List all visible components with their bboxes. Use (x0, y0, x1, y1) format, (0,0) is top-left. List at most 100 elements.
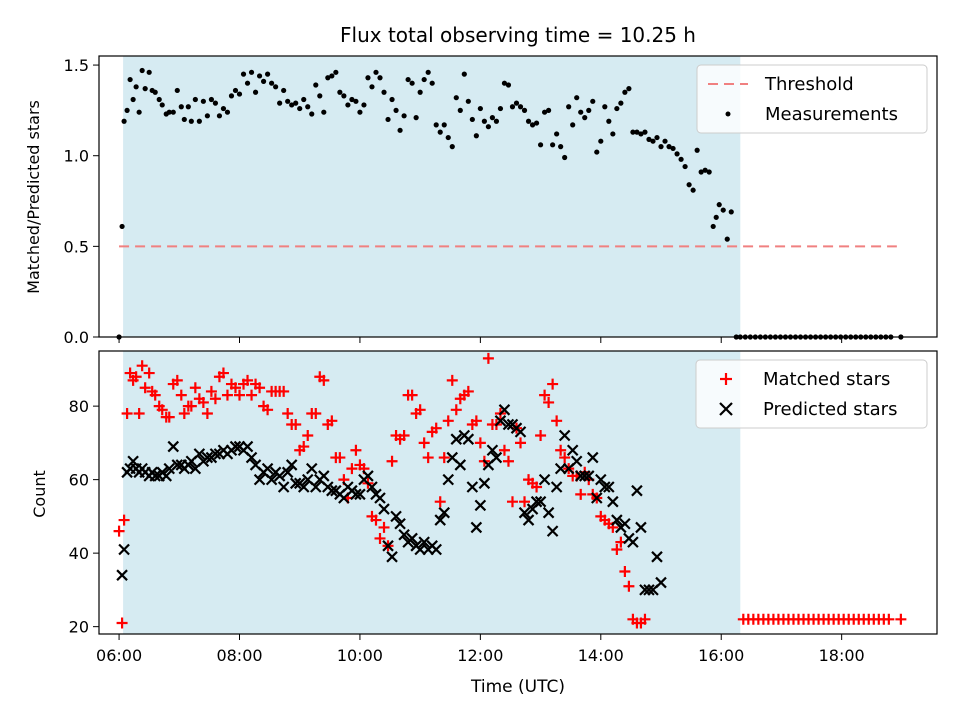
matched-star-point (130, 371, 142, 383)
matched-star-point (254, 382, 266, 394)
legend-predicted-swatch (719, 402, 733, 416)
measurement-point (185, 104, 191, 110)
measurement-point (477, 105, 483, 112)
predicted-star-point (318, 470, 330, 482)
measurement-point (256, 73, 263, 79)
matched-star-point (246, 389, 258, 401)
predicted-star-point (538, 473, 551, 486)
predicted-star-point (486, 444, 499, 457)
y-tick-label: 20 (69, 618, 89, 637)
matched-star-point (310, 407, 322, 419)
matched-star-point (539, 389, 551, 401)
matched-star-point (118, 514, 130, 526)
measurement-point (293, 100, 299, 106)
predicted-star-point (116, 569, 128, 581)
predicted-star-point (281, 466, 294, 479)
matched-star-point (502, 455, 514, 467)
chart-title: Flux total observing time = 10.25 h (340, 23, 696, 47)
measurement-point (369, 84, 375, 90)
measurement-point (121, 118, 127, 124)
predicted-star-point (619, 517, 631, 530)
matched-star-point (551, 415, 563, 427)
measurement-point (690, 187, 696, 193)
measurement-point (260, 78, 267, 84)
matched-star-point (535, 430, 547, 442)
predicted-star-point (470, 521, 483, 534)
predicted-star-point (462, 433, 475, 445)
measurement-point (188, 118, 194, 124)
measurement-point (289, 102, 295, 108)
predicted-star-point (430, 543, 442, 556)
measurement-point (521, 107, 528, 113)
measurement-point (373, 69, 379, 75)
measurement-point (670, 145, 676, 152)
measurement-point (710, 223, 716, 230)
predicted-star-point (450, 433, 463, 445)
measurement-point (244, 80, 251, 86)
matched-star-point (205, 385, 217, 397)
measurement-point (497, 105, 504, 112)
measurement-point (546, 107, 552, 113)
predicted-star-point (394, 517, 406, 530)
measurement-point (381, 89, 387, 95)
measurement-point (142, 86, 148, 92)
y-tick-label: 1.5 (64, 56, 89, 75)
predicted-star-point (546, 525, 559, 537)
measurement-point (385, 116, 391, 123)
measurement-point (166, 109, 172, 115)
predicted-star-point (655, 576, 667, 589)
measurement-point (574, 95, 580, 101)
measurement-point (529, 122, 536, 128)
measurement-point (417, 89, 423, 95)
measurement-point (610, 131, 616, 137)
measurement-point (133, 84, 139, 90)
measurement-point (232, 87, 239, 94)
matched-star-point (149, 389, 161, 401)
measurement-point (252, 89, 259, 95)
matched-star-point (430, 422, 442, 434)
predicted-star-point (167, 440, 180, 453)
measurement-point (236, 91, 243, 97)
matched-star-point (171, 374, 183, 386)
bottom-legend: Matched stars Predicted stars (695, 359, 928, 429)
predicted-star-point (245, 451, 258, 464)
measurement-point (698, 169, 704, 175)
measurement-point (156, 96, 162, 103)
predicted-star-point (635, 521, 647, 534)
measurement-point (682, 163, 688, 170)
measurement-point (533, 120, 540, 126)
measurement-point (196, 118, 202, 124)
predicted-star-point (390, 510, 402, 523)
matched-star-point (474, 437, 486, 449)
matched-star-point (139, 382, 151, 394)
x-tick-label: 14:00 (578, 646, 624, 665)
matched-star-point (619, 566, 631, 578)
measurement-point (590, 98, 596, 104)
predicted-star-point (261, 462, 274, 475)
matched-star-point (278, 385, 290, 397)
predicted-star-point (607, 495, 619, 508)
measurement-point (401, 113, 407, 119)
measurement-point (365, 75, 371, 81)
measurement-point (481, 118, 487, 124)
matched-star-point (185, 400, 197, 412)
measurement-point (654, 134, 660, 141)
predicted-star-point (494, 415, 507, 427)
measurement-point (578, 109, 584, 115)
matched-star-point (234, 389, 246, 401)
matched-star-point (555, 444, 567, 456)
predicted-star-point (478, 477, 491, 490)
predicted-star-point (631, 484, 643, 497)
matched-star-point (370, 514, 382, 526)
matched-star-point (639, 613, 651, 625)
matched-star-point (346, 463, 358, 475)
bottom-legend-box (695, 359, 928, 429)
measurement-point (550, 142, 556, 148)
predicted-star-point (229, 440, 242, 453)
matched-star-point (895, 613, 907, 625)
measurement-point (212, 100, 219, 106)
matched-star-point (334, 452, 346, 464)
measurement-point (662, 138, 668, 144)
measurement-point (389, 96, 395, 103)
